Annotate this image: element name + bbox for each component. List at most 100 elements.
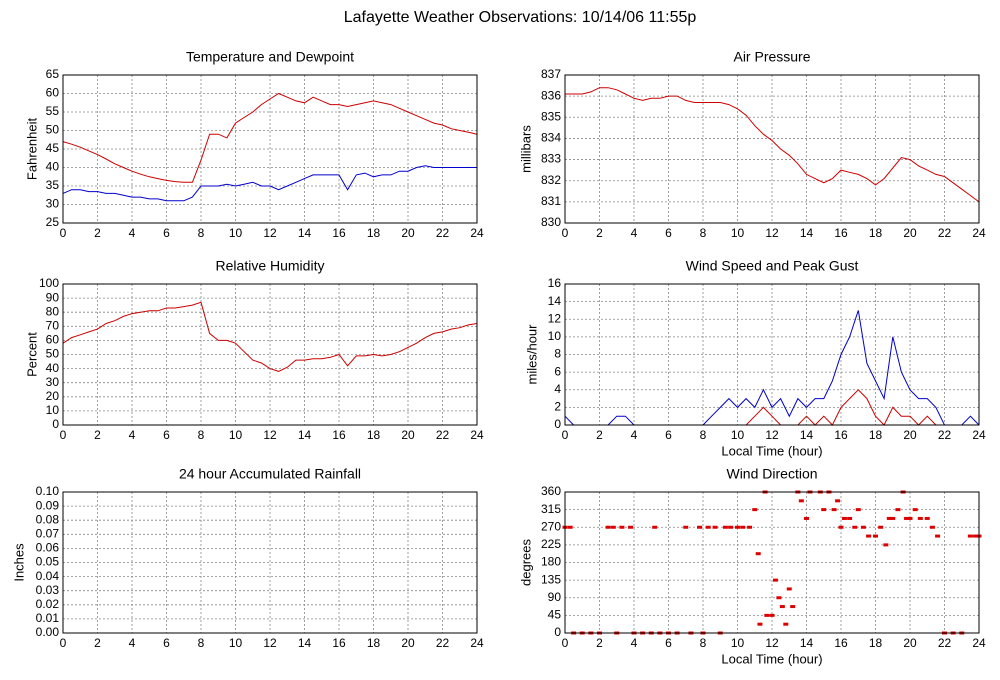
data-line <box>62 165 477 202</box>
x-tick-label: 0 <box>562 428 569 442</box>
y-tick-label: 50 <box>46 347 60 361</box>
y-tick-label: 90 <box>46 290 60 304</box>
data-point <box>821 508 827 512</box>
x-tick-label: 18 <box>367 428 381 442</box>
chart-title: Temperature and Dewpoint <box>186 49 354 65</box>
x-axis-label: Local Time (hour) <box>721 651 822 666</box>
x-axis-label: Local Time (hour) <box>721 443 822 458</box>
x-tick-label: 10 <box>731 428 745 442</box>
data-point <box>838 525 844 529</box>
plot-frame <box>62 283 478 426</box>
y-tick-label: 180 <box>541 555 561 569</box>
x-tick-label: 16 <box>332 636 346 650</box>
data-point <box>841 516 847 520</box>
x-tick-label: 24 <box>972 428 986 442</box>
y-tick-label: 0.04 <box>36 569 60 583</box>
data-point <box>747 525 753 529</box>
chart-panel: Wind Speed and Peak Gust miles/hour Local … <box>524 258 986 459</box>
data-point <box>866 534 872 538</box>
x-tick-label: 6 <box>665 226 672 240</box>
x-tick-label: 18 <box>869 226 883 240</box>
x-tick-label: 4 <box>129 226 136 240</box>
data-line <box>565 87 980 203</box>
chart-panel: Air Pressure millibars 830 831 832 833 834 835 8… <box>518 49 986 240</box>
y-tick-label: 4 <box>554 382 561 396</box>
y-axis-label: miles/hour <box>524 324 539 385</box>
y-tick-label: 0.06 <box>36 541 60 555</box>
x-tick-label: 14 <box>800 636 814 650</box>
y-tick-label: 2 <box>554 400 561 414</box>
y-tick-label: 70 <box>46 318 60 332</box>
data-point <box>772 578 778 582</box>
x-tick-label: 0 <box>60 636 67 650</box>
x-tick-label: 6 <box>665 636 672 650</box>
x-tick-label: 6 <box>163 226 170 240</box>
data-point <box>912 508 918 512</box>
x-tick-label: 12 <box>765 428 779 442</box>
data-point <box>855 508 861 512</box>
y-tick-label: 45 <box>46 141 60 155</box>
x-tick-label: 20 <box>401 636 415 650</box>
x-tick-label: 22 <box>436 226 450 240</box>
data-point <box>712 525 718 529</box>
data-point <box>783 622 789 626</box>
x-tick-label: 20 <box>401 226 415 240</box>
data-point <box>628 525 634 529</box>
data-point <box>935 534 941 538</box>
y-tick-label: 14 <box>548 294 562 308</box>
x-tick-label: 2 <box>596 428 603 442</box>
x-tick-label: 18 <box>869 636 883 650</box>
x-tick-label: 8 <box>700 428 707 442</box>
plot-frame <box>62 74 478 224</box>
x-tick-label: 12 <box>263 636 277 650</box>
data-point <box>798 499 804 503</box>
x-tick-label: 4 <box>631 226 638 240</box>
y-tick-label: 225 <box>541 537 561 551</box>
y-tick-label: 40 <box>46 361 60 375</box>
x-tick-label: 12 <box>263 226 277 240</box>
y-tick-label: 835 <box>541 109 561 123</box>
x-tick-label: 2 <box>94 428 101 442</box>
x-tick-label: 8 <box>198 636 205 650</box>
x-tick-label: 12 <box>765 226 779 240</box>
y-tick-label: 0.01 <box>36 611 60 625</box>
x-tick-label: 10 <box>731 636 745 650</box>
y-axis-label: millibars <box>518 125 533 173</box>
x-tick-label: 18 <box>367 226 381 240</box>
chart-panel: 24 hour Accumulated RainfallInches0.000.… <box>11 466 484 650</box>
y-tick-label: 0 <box>554 417 561 431</box>
data-point <box>610 525 616 529</box>
chart-panel: Relative HumidityPercent0102030405060708… <box>24 258 484 442</box>
y-tick-label: 65 <box>46 67 60 81</box>
x-tick-label: 22 <box>938 636 952 650</box>
y-tick-label: 6 <box>554 364 561 378</box>
data-point <box>878 525 884 529</box>
y-tick-label: 833 <box>541 152 561 166</box>
data-point <box>776 596 782 600</box>
y-tick-label: 831 <box>541 194 561 208</box>
chart-title: Wind Direction <box>726 466 817 482</box>
y-tick-label: 315 <box>541 502 561 516</box>
page-title: Lafayette Weather Observations: 10/14/06… <box>344 9 697 26</box>
y-tick-label: 0.08 <box>36 512 60 526</box>
data-point <box>764 613 770 617</box>
x-tick-label: 0 <box>562 226 569 240</box>
y-axis-label: Inches <box>11 543 26 582</box>
y-tick-label: 50 <box>46 123 60 137</box>
chart-panel: Temperature and Dewpoint Fahrenheit 25 30 35… <box>24 49 484 240</box>
x-tick-label: 14 <box>298 636 312 650</box>
x-tick-label: 24 <box>470 428 484 442</box>
data-point <box>752 508 758 512</box>
data-point <box>769 613 775 617</box>
x-tick-label: 14 <box>800 226 814 240</box>
y-tick-label: 60 <box>46 86 60 100</box>
x-tick-label: 6 <box>665 428 672 442</box>
data-point <box>890 516 896 520</box>
data-point <box>697 525 703 529</box>
x-tick-label: 6 <box>163 428 170 442</box>
data-point <box>967 534 973 538</box>
y-tick-label: 30 <box>46 375 60 389</box>
x-tick-label: 10 <box>229 226 243 240</box>
